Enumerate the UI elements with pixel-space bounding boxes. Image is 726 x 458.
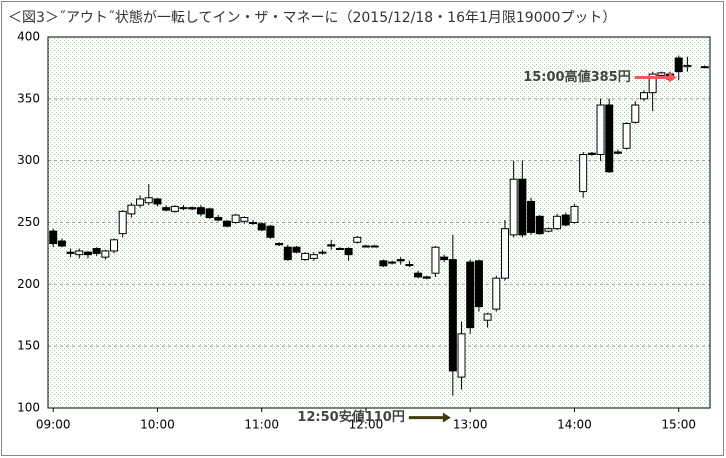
candle-body [414,272,423,278]
x-tick-label: 11:00 [244,418,279,432]
candle-body [587,152,596,155]
candle-body [509,178,518,236]
candle-body [674,57,683,73]
candle-body [527,200,536,233]
candle-body [483,313,492,321]
candle-body [327,244,336,247]
x-tick-label: 13:00 [453,418,488,432]
candle-body [457,333,466,378]
candle-body [553,215,562,230]
candle-body [257,223,266,231]
candle-body [683,64,692,68]
candle-body [570,205,579,224]
candle-body [101,250,110,258]
candle-body [110,239,119,252]
candle-body [379,260,388,267]
candle-body [544,228,553,232]
candle-body [396,259,405,262]
candle-body [466,261,475,329]
candle-body [370,245,379,248]
candle-body [127,204,136,215]
candle-body [57,240,66,247]
candle-body [448,259,457,372]
candle-body [283,246,292,261]
candle-body [249,222,258,224]
candle-body [431,246,440,274]
candle-body [500,228,509,279]
candle-body [83,251,92,256]
candle-body [136,198,145,206]
candle-body [335,247,344,250]
x-tick-label: 15:00 [661,418,696,432]
plot-border [47,36,711,409]
y-tick-label: 100 [17,401,40,415]
candle-body [492,277,501,310]
candle-body [596,104,605,155]
candle-body [179,207,188,210]
candle-body [631,104,640,123]
candle-body [579,153,588,193]
candle-body [657,72,666,76]
candle-body [388,261,397,264]
chart-title: ＜図3＞˝アウト˝状態が一転してイン・ザ・マネーに（2015/12/18・16年… [8,10,616,26]
y-tick-label: 250 [17,215,40,229]
candle-body [144,197,153,204]
candle-body [92,247,101,254]
candle-body [66,251,75,254]
annotation: 15:00高値385円 [523,69,631,85]
candle-body [318,251,327,254]
candle-body [344,247,353,256]
candle-body [162,207,171,211]
candle-body [561,214,570,226]
candle-body [153,198,162,205]
candle-body [170,205,179,212]
candle-body [361,245,370,248]
y-tick-label: 350 [17,91,40,105]
candle-body [518,178,527,236]
candle-body [214,217,223,221]
candle-body [622,123,631,149]
candle-body [301,252,310,261]
candle-body [474,260,483,308]
candle-body [605,104,614,173]
annotation-arrowhead [442,412,451,423]
candle-body [205,208,214,219]
candle-body [292,246,301,253]
x-tick-label: 14:00 [557,418,592,432]
x-tick-label: 12:00 [349,418,384,432]
candle-body [222,220,231,227]
candle-body [231,214,240,224]
candle-body [275,243,284,246]
candle-body [196,207,205,215]
candle-body [535,215,544,235]
candle-body [75,250,84,256]
candle-body [309,254,318,259]
candle-body [118,210,127,235]
y-tick-label: 150 [17,339,40,353]
candle-body [240,217,249,222]
y-tick-label: 400 [17,30,40,44]
x-tick-label: 09:00 [36,418,71,432]
candle-body [405,264,414,267]
candle-body [639,92,648,100]
candle-body [353,236,362,243]
candle-body [188,207,197,210]
candle-body [422,276,431,279]
candle-body [648,73,657,94]
candle-body [49,230,58,245]
candle-body [613,151,622,154]
candle-body [700,66,709,69]
x-tick-label: 10:00 [140,418,175,432]
annotation-arrowhead [668,72,677,83]
annotation: 12:50安値110円 [297,409,405,425]
y-tick-label: 300 [17,153,40,167]
candle-body [266,225,275,238]
candle-body [440,256,449,261]
y-tick-label: 200 [17,277,40,291]
